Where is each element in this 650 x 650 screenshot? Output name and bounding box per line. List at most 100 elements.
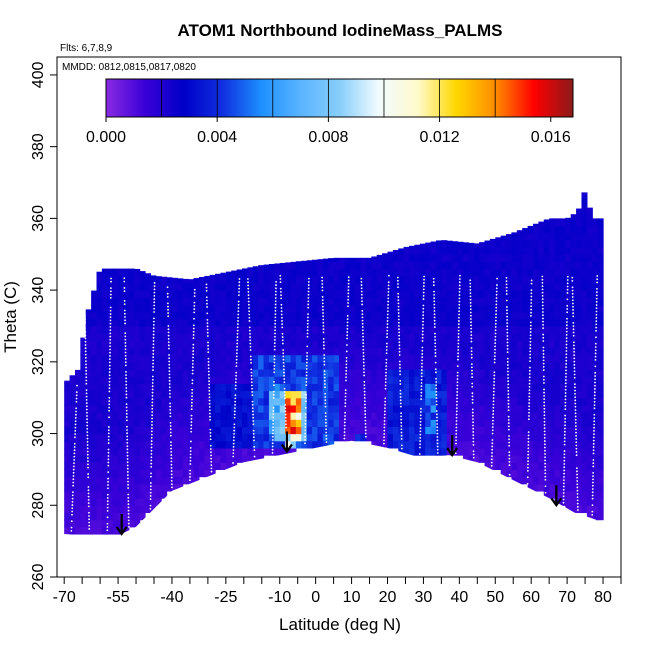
heatmap-cell (166, 311, 173, 320)
heatmap-cell (349, 369, 356, 377)
heatmap-cell (462, 297, 469, 306)
heatmap-cell (581, 447, 588, 456)
track-dot (234, 384, 237, 387)
heatmap-cell (258, 333, 265, 341)
heatmap-cell (150, 483, 157, 492)
heatmap-cell (317, 325, 324, 334)
track-dot (166, 286, 169, 289)
track-dot (346, 344, 348, 346)
heatmap-cell (586, 232, 593, 241)
track-dot (249, 345, 252, 348)
track-dot (576, 480, 579, 482)
track-dot (576, 493, 579, 495)
heatmap-cell (371, 340, 378, 349)
plot-frame (56, 56, 622, 578)
track-dot (472, 456, 475, 459)
track-dot (189, 456, 192, 459)
track-dot (210, 467, 213, 470)
track-dot (345, 360, 348, 363)
track-dot (400, 412, 402, 415)
track-dot (562, 488, 565, 491)
heatmap-cell (565, 433, 572, 442)
heatmap-cell (247, 376, 254, 384)
heatmap-cell (462, 412, 469, 420)
track-dot (347, 292, 350, 295)
heatmap-cell (403, 325, 410, 334)
heatmap-cell (96, 325, 103, 334)
heatmap-cell (306, 304, 313, 313)
track-dot (151, 427, 153, 430)
heatmap-cell (322, 297, 329, 306)
heatmap-cell (581, 311, 588, 320)
heatmap-cell (435, 304, 442, 313)
track-dot (272, 397, 275, 399)
track-dot (274, 319, 277, 322)
track-dot (397, 315, 400, 318)
track-dot (192, 350, 195, 352)
heatmap-cell (387, 304, 394, 313)
track-dot (456, 371, 459, 374)
heatmap-cell (123, 297, 130, 306)
heatmap-cell (74, 404, 81, 413)
heatmap-cell (527, 333, 534, 341)
heatmap-cell (468, 247, 475, 255)
heatmap-cell (586, 304, 593, 313)
track-dot (385, 362, 388, 364)
heatmap-cell (516, 440, 523, 449)
heatmap-cell (188, 333, 195, 341)
y-tick-label: 320 (30, 348, 47, 375)
track-dot (325, 425, 327, 427)
heatmap-cell (96, 469, 103, 478)
heatmap-cell (554, 419, 561, 427)
heatmap-cell (333, 275, 340, 284)
track-dot (191, 382, 194, 385)
track-dot (527, 463, 529, 466)
heatmap-cell (193, 318, 200, 327)
heatmap-cell (392, 383, 399, 392)
heatmap-cell (527, 290, 534, 298)
heatmap-cell (581, 469, 588, 478)
heatmap-cell (182, 412, 189, 420)
heatmap-cell (242, 447, 248, 456)
track-dot (591, 484, 594, 487)
track-dot (152, 369, 154, 371)
heatmap-cell (527, 282, 534, 291)
track-dot (592, 481, 594, 484)
heatmap-cell (301, 297, 308, 306)
heatmap-cell (597, 419, 604, 427)
heatmap-cell (112, 383, 119, 392)
heatmap-cell (441, 383, 448, 392)
heatmap-cell (198, 277, 205, 284)
track-dot (152, 343, 155, 346)
heatmap-cell (96, 490, 103, 499)
heatmap-cell (532, 476, 539, 485)
heatmap-cell (409, 447, 416, 456)
heatmap-cell (581, 232, 588, 241)
track-dot (124, 338, 127, 341)
heatmap-cell (592, 412, 599, 420)
track-dot (274, 326, 277, 328)
track-dot (74, 417, 77, 419)
heatmap-cell (398, 404, 405, 413)
track-dot (421, 362, 423, 365)
heatmap-cell (489, 318, 496, 327)
heatmap-cell (516, 333, 523, 341)
colorbar-gradient (105, 78, 574, 118)
heatmap-cell (128, 412, 135, 420)
heatmap-cell (414, 376, 421, 384)
heatmap-cell (430, 340, 437, 349)
heatmap-cell (101, 462, 108, 471)
heatmap-cell (586, 383, 593, 392)
track-dot (387, 291, 390, 293)
heatmap-cell (101, 333, 108, 341)
track-dot (151, 424, 153, 426)
heatmap-cell (215, 273, 222, 277)
heatmap-cell (592, 275, 599, 284)
heatmap-cell (64, 490, 71, 499)
track-dot (527, 447, 530, 450)
track-dot (250, 368, 253, 371)
heatmap-cell (155, 297, 162, 306)
heatmap-cell (495, 247, 502, 255)
heatmap-cell (285, 297, 292, 306)
heatmap-cell (91, 397, 98, 406)
